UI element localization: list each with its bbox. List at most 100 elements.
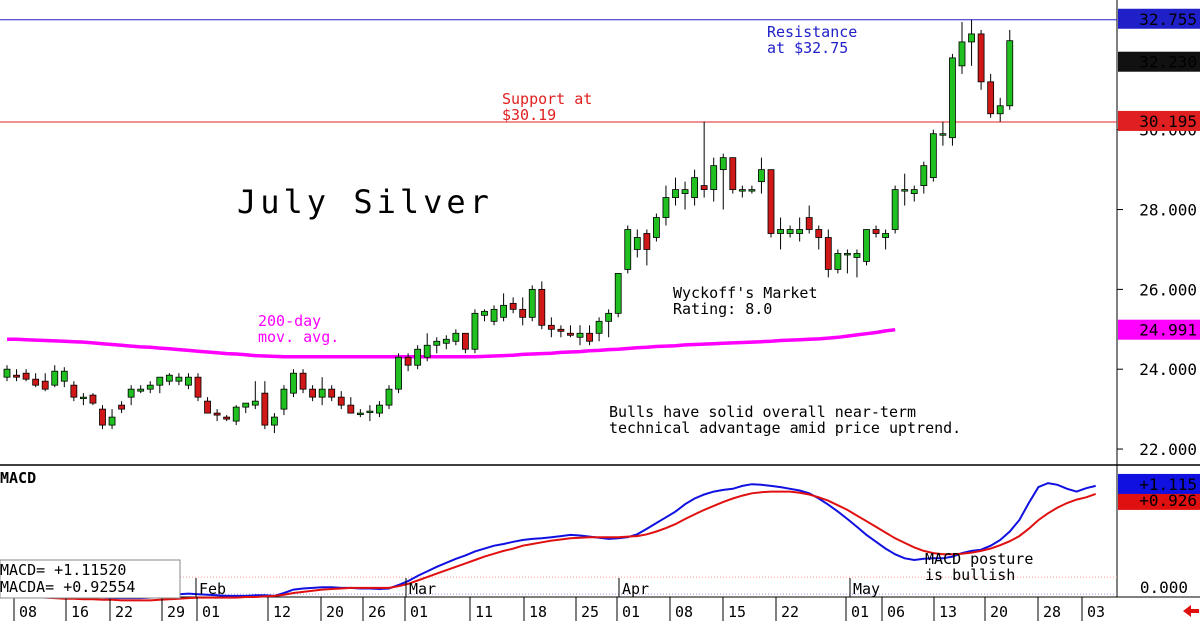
candle-body xyxy=(567,332,574,336)
candle-body xyxy=(748,189,756,192)
y-tick-label: 24.000 xyxy=(1139,360,1197,379)
candle-body xyxy=(452,332,460,342)
candle xyxy=(213,409,221,422)
candle-body xyxy=(729,157,737,190)
macda-value-tag-text: +0.926 xyxy=(1139,491,1197,510)
y-tick-label: 26.000 xyxy=(1139,280,1197,299)
candle xyxy=(13,369,20,382)
candle xyxy=(156,376,164,394)
x-day-label: 06 xyxy=(887,603,905,621)
candle-body xyxy=(356,412,364,416)
bulls-annotation-line2: technical advantage amid price uptrend. xyxy=(609,419,961,437)
macd-posture-line2: is bullish xyxy=(925,566,1015,584)
candle-body xyxy=(280,388,288,410)
candle xyxy=(251,381,259,410)
candle-body xyxy=(442,338,450,344)
candle-body xyxy=(51,370,59,386)
candle-body xyxy=(920,165,928,187)
candle xyxy=(844,249,851,274)
candle xyxy=(165,373,173,386)
candle xyxy=(834,249,842,274)
candle-body xyxy=(691,177,698,198)
candle xyxy=(41,373,49,392)
candle-body xyxy=(156,376,164,386)
candle-body xyxy=(423,344,431,358)
macd-y-tick-label: 0.000 xyxy=(1140,578,1188,597)
candle xyxy=(194,373,202,402)
candle xyxy=(108,409,116,430)
candle xyxy=(595,317,603,342)
candle xyxy=(519,297,527,326)
candle-body xyxy=(99,408,106,426)
x-day-label: 03 xyxy=(1087,603,1105,621)
macd-panel-title: MACD xyxy=(0,469,36,487)
candle-body xyxy=(939,133,947,136)
candle xyxy=(89,393,97,406)
candle-body xyxy=(653,217,660,238)
candle-body xyxy=(614,273,622,314)
candle-body xyxy=(194,376,202,398)
candle xyxy=(777,217,784,250)
candle-body xyxy=(290,372,297,394)
candle xyxy=(22,369,30,382)
resistance-price-tag-text: 32.755 xyxy=(1139,10,1197,29)
candle-body xyxy=(309,388,317,398)
x-day-label: 11 xyxy=(475,603,493,621)
macd-readout-line1: MACD= +1.11520 xyxy=(0,561,126,579)
candle-body xyxy=(414,348,422,366)
candle-body xyxy=(471,312,479,350)
candle-body xyxy=(853,253,861,258)
candle xyxy=(99,405,106,430)
candle xyxy=(672,177,679,206)
candle-body xyxy=(605,312,613,322)
x-day-label: 15 xyxy=(728,603,746,621)
macd-readout-box xyxy=(0,559,181,599)
candle xyxy=(347,397,355,414)
candle-body xyxy=(643,233,651,250)
candle-body xyxy=(576,332,584,338)
candle xyxy=(681,181,689,210)
candle-body xyxy=(633,237,641,250)
scroll-left-arrow[interactable] xyxy=(1183,605,1199,617)
macd-value-tag-text: +1.115 xyxy=(1139,475,1197,494)
x-day-label: 08 xyxy=(19,603,37,621)
candle xyxy=(863,229,870,266)
last-price-tag-text: 32.230 xyxy=(1139,53,1197,72)
candle-body xyxy=(805,217,813,230)
candle xyxy=(51,365,59,388)
candle-body xyxy=(232,406,240,422)
candle-body xyxy=(738,189,746,192)
macd-posture-line1: MACD posture xyxy=(925,550,1033,568)
x-month-label: May xyxy=(853,580,880,598)
candle xyxy=(32,373,40,388)
candle xyxy=(146,381,154,394)
candle-body xyxy=(968,33,975,43)
candle xyxy=(853,249,861,278)
candle xyxy=(404,353,412,372)
candle xyxy=(920,161,928,194)
macd-layer xyxy=(0,482,1117,602)
candle-body xyxy=(538,288,546,326)
candle-body xyxy=(681,189,689,194)
candle-body xyxy=(89,394,97,404)
candle-body xyxy=(996,105,1004,115)
candle-body xyxy=(41,380,49,390)
candle-body xyxy=(32,378,40,386)
x-day-label: 26 xyxy=(368,603,386,621)
candle xyxy=(442,335,450,350)
candle-body xyxy=(60,370,68,382)
support-price-tag-text: 30.195 xyxy=(1139,112,1197,131)
candle-body xyxy=(528,288,536,318)
candle-body xyxy=(824,237,832,270)
candle xyxy=(633,229,641,258)
candle-body xyxy=(882,233,889,238)
candle-body xyxy=(108,416,116,426)
candle-body xyxy=(595,320,603,334)
candle-body xyxy=(844,253,851,256)
candle-body xyxy=(891,189,899,230)
candle xyxy=(127,385,135,406)
candle xyxy=(290,369,297,398)
candle-body xyxy=(127,388,135,398)
candle xyxy=(786,225,794,238)
